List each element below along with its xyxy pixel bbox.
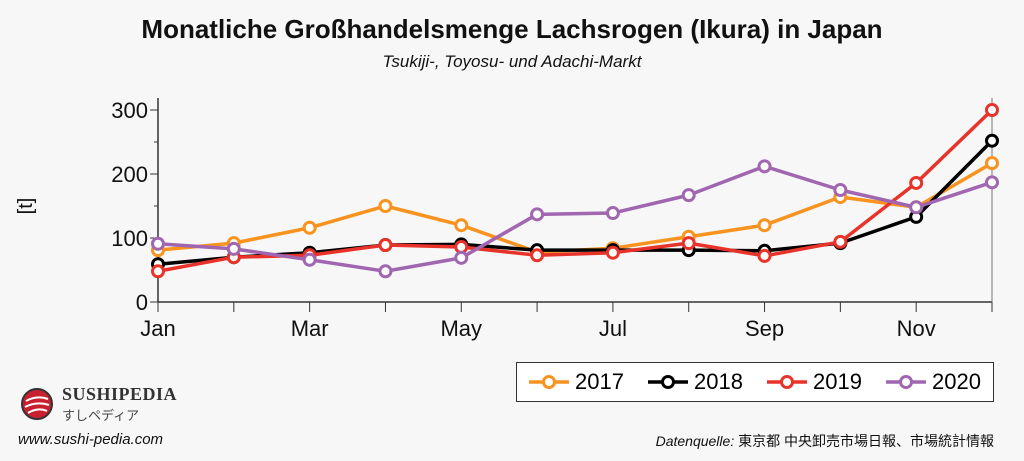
legend-marker-icon — [648, 375, 689, 389]
data-point — [302, 252, 317, 267]
legend-label: 2018 — [694, 369, 743, 394]
data-point — [681, 188, 696, 203]
data-point — [226, 241, 241, 256]
data-point — [378, 264, 393, 279]
legend: 2017 2018 2019 2020 — [516, 362, 994, 402]
legend-item-2017: 2017 — [529, 369, 624, 395]
sushipedia-logo: SUSHIPEDIA すしペディア — [20, 384, 177, 424]
legend-label: 2017 — [575, 369, 624, 394]
x-tick-label: Jan — [140, 316, 175, 341]
data-point — [605, 206, 620, 221]
data-source: Datenquelle: 東京都 中央卸売市場日報、市場統計情報 — [656, 431, 994, 451]
x-tick-label: Sep — [745, 316, 784, 341]
sushi-logo-icon — [21, 388, 53, 420]
data-point — [757, 218, 772, 233]
data-point — [985, 133, 999, 148]
y-tick-label: 0 — [136, 290, 148, 315]
y-tick-label: 100 — [111, 226, 148, 251]
series-2020 — [151, 159, 999, 279]
data-point — [985, 156, 999, 171]
data-point — [151, 236, 165, 251]
data-point — [530, 248, 545, 263]
x-tick-label: May — [440, 316, 482, 341]
y-tick-label: 200 — [111, 162, 148, 187]
data-point — [530, 207, 545, 222]
data-point — [757, 159, 772, 174]
legend-marker-icon — [767, 375, 808, 389]
brand-name-jp: すしペディア — [62, 408, 140, 423]
legend-item-2020: 2020 — [886, 369, 981, 395]
data-point — [833, 183, 848, 197]
series-line-2020 — [157, 164, 993, 274]
data-point — [909, 200, 924, 215]
data-point — [681, 236, 696, 251]
x-tick-label: Mar — [291, 316, 329, 341]
data-point — [909, 175, 924, 190]
data-point — [985, 175, 999, 190]
data-point — [302, 220, 317, 235]
y-axis-label: [t] — [15, 198, 37, 215]
x-tick-label: Nov — [897, 316, 936, 341]
series-line-2019 — [157, 108, 994, 274]
legend-label: 2019 — [813, 369, 862, 394]
data-point — [454, 250, 469, 265]
legend-item-2019: 2019 — [767, 369, 862, 395]
data-point — [985, 103, 999, 117]
data-point — [605, 245, 620, 260]
legend-marker-icon — [529, 375, 570, 389]
series-line-2017 — [157, 161, 993, 254]
website-link[interactable]: www.sushi-pedia.com — [18, 431, 164, 448]
series-line-2018 — [157, 139, 994, 266]
data-point — [833, 234, 848, 249]
data-point — [757, 248, 772, 263]
data-point — [378, 238, 393, 253]
legend-marker-icon — [886, 375, 927, 389]
legend-label: 2020 — [932, 369, 981, 394]
source-label: Datenquelle: — [655, 433, 735, 449]
x-tick-label: Jul — [599, 316, 627, 341]
chart-subtitle: Tsukiji-, Toyosu- und Adachi-Markt — [382, 52, 642, 71]
data-point — [151, 264, 165, 279]
series-2017 — [151, 156, 999, 260]
y-tick-label: 300 — [111, 98, 148, 123]
legend-item-2018: 2018 — [648, 369, 743, 395]
data-point — [454, 239, 469, 254]
data-point — [378, 199, 393, 213]
chart-title: Monatliche Großhandelsmenge Lachsrogen (… — [141, 14, 883, 44]
source-text: 東京都 中央卸売市場日報、市場統計情報 — [738, 433, 994, 449]
brand-name: SUSHIPEDIA — [62, 384, 178, 404]
data-point — [454, 218, 469, 233]
